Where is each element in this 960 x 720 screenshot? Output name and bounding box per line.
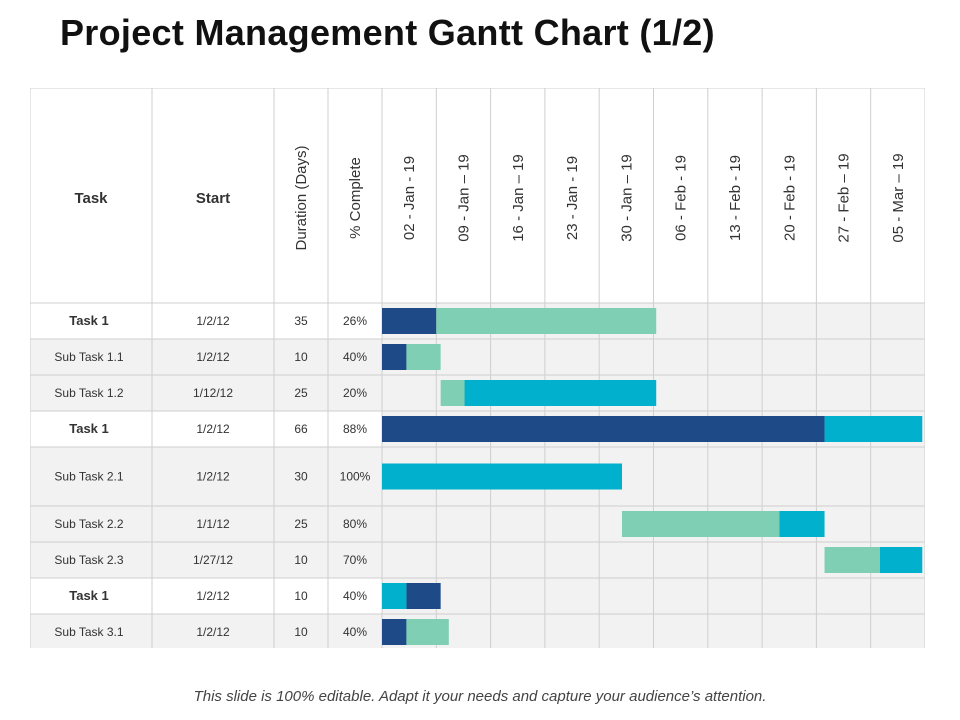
duration-value: 30	[294, 470, 308, 484]
task-name: Sub Task 1.1	[54, 350, 123, 364]
row-info-background	[30, 542, 382, 578]
task-name: Sub Task 2.2	[54, 517, 123, 531]
header-week-9: 05 - Mar – 19	[890, 153, 907, 242]
header-complete: % Complete	[347, 157, 364, 239]
start-date: 1/2/12	[196, 314, 230, 328]
header-duration: Duration (Days)	[293, 145, 310, 250]
gantt-bar-cyan	[382, 463, 623, 490]
row-info-background	[30, 506, 382, 542]
page-title: Project Management Gantt Chart (1/2)	[60, 12, 715, 53]
row-info-background	[30, 375, 382, 411]
complete-value: 70%	[343, 553, 367, 567]
complete-value: 26%	[343, 314, 367, 328]
complete-value: 100%	[340, 470, 371, 484]
gantt-bar-mint	[406, 344, 441, 370]
row-info-background	[30, 447, 382, 506]
duration-value: 66	[294, 422, 308, 436]
duration-value: 25	[294, 517, 308, 531]
gantt-bar-mint	[824, 547, 880, 573]
gantt-bar-navy	[382, 344, 407, 370]
gantt-bar-cyan	[824, 416, 923, 442]
row-info-background	[30, 303, 382, 339]
start-date: 1/1/12	[196, 517, 230, 531]
duration-value: 10	[294, 589, 308, 603]
task-name: Task 1	[69, 588, 109, 603]
complete-value: 40%	[343, 625, 367, 639]
start-date: 1/2/12	[196, 422, 230, 436]
header-week-8: 27 - Feb – 19	[836, 153, 853, 242]
start-date: 1/2/12	[196, 470, 230, 484]
gantt-bar-mint	[622, 511, 780, 537]
start-date: 1/2/12	[196, 625, 230, 639]
complete-value: 80%	[343, 517, 367, 531]
complete-value: 20%	[343, 386, 367, 400]
duration-value: 10	[294, 625, 308, 639]
row-info-background	[30, 339, 382, 375]
header-week-3: 23 - Jan - 19	[564, 156, 581, 240]
task-name: Sub Task 1.2	[54, 386, 123, 400]
header-week-6: 13 - Feb - 19	[727, 155, 744, 241]
task-name: Sub Task 2.3	[54, 553, 123, 567]
gantt-bar-navy	[382, 619, 407, 645]
duration-value: 25	[294, 386, 308, 400]
header-week-0: 02 - Jan - 19	[401, 156, 418, 240]
gantt-svg: Task Start Duration (Days) % Complete 02 - J…	[30, 88, 925, 648]
duration-value: 10	[294, 350, 308, 364]
gantt-chart: Task Start Duration (Days) % Complete 02 - J…	[30, 88, 925, 648]
header-task: Task	[74, 190, 108, 207]
complete-value: 88%	[343, 422, 367, 436]
start-date: 1/2/12	[196, 589, 230, 603]
header-week-4: 30 - Jan – 19	[618, 154, 635, 242]
gantt-bar-navy	[382, 416, 825, 442]
start-date: 1/12/12	[193, 386, 233, 400]
gantt-bar-navy	[382, 308, 437, 334]
task-name: Task 1	[69, 313, 109, 328]
gantt-bar-cyan	[879, 547, 923, 573]
gantt-bar-cyan	[382, 583, 407, 609]
gantt-bar-mint	[440, 380, 465, 406]
complete-value: 40%	[343, 350, 367, 364]
row-info-background	[30, 578, 382, 614]
header-week-5: 06 - Feb - 19	[673, 155, 690, 241]
duration-value: 35	[294, 314, 308, 328]
header-week-1: 09 - Jan – 19	[455, 154, 472, 242]
start-date: 1/2/12	[196, 350, 230, 364]
start-date: 1/27/12	[193, 553, 233, 567]
header-background	[30, 88, 925, 303]
task-name: Task 1	[69, 421, 109, 436]
header-week-2: 16 - Jan – 19	[510, 154, 527, 242]
complete-value: 40%	[343, 589, 367, 603]
gantt-bar-cyan	[464, 380, 657, 406]
header-week-7: 20 - Feb - 19	[781, 155, 798, 241]
header-start: Start	[196, 190, 230, 207]
gantt-bar-mint	[406, 619, 449, 645]
gantt-bar-cyan	[779, 511, 825, 537]
task-name: Sub Task 3.1	[54, 625, 123, 639]
row-info-background	[30, 614, 382, 648]
row-info-background	[30, 411, 382, 447]
footer-note: This slide is 100% editable. Adapt it yo…	[193, 688, 767, 705]
task-name: Sub Task 2.1	[54, 470, 123, 484]
gantt-bar-mint	[436, 308, 657, 334]
duration-value: 10	[294, 553, 308, 567]
gantt-bar-navy	[406, 583, 441, 609]
